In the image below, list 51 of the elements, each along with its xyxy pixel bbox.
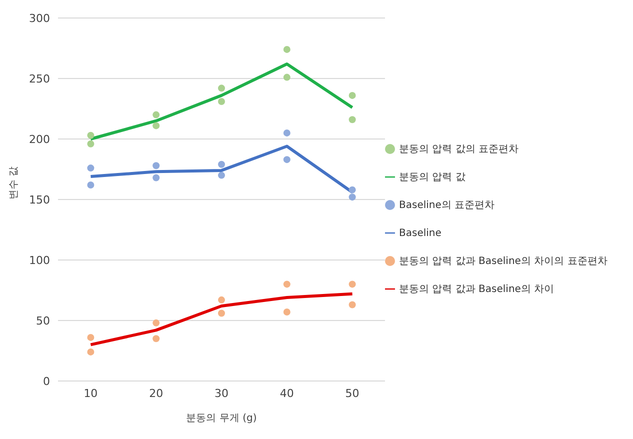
y-tick-label: 50 [36, 314, 50, 328]
point [87, 181, 94, 188]
legend-label: 분동의 압력 값과 Baseline의 차이 [399, 284, 554, 294]
point [152, 162, 160, 170]
point [218, 160, 225, 168]
point [348, 116, 356, 124]
point [87, 334, 94, 341]
point [218, 98, 225, 105]
y-axis-title: 변수 값 [8, 166, 20, 200]
point [348, 186, 356, 194]
point [218, 296, 225, 304]
point [283, 308, 290, 316]
point [87, 348, 94, 356]
x-tick-label: 40 [280, 386, 294, 400]
point [283, 46, 290, 53]
y-tick-label: 200 [29, 132, 50, 146]
x-tick-label: 30 [214, 386, 228, 400]
y-tick-label: 100 [29, 254, 50, 267]
point [87, 132, 94, 139]
x-tick-label: 50 [345, 386, 360, 400]
point [87, 164, 94, 172]
x-axis-title: 분동의 무게 (g) [186, 413, 257, 424]
point [152, 335, 160, 342]
point [283, 129, 290, 136]
point [152, 122, 160, 130]
point [348, 301, 356, 308]
point [152, 111, 160, 118]
point [283, 74, 290, 81]
x-tick-label: 10 [84, 386, 98, 400]
y-tick-label: 250 [29, 72, 50, 86]
line-series [89, 292, 354, 346]
legend-label: 분동의 압력 값 [399, 172, 466, 182]
x-tick-label: 20 [149, 386, 164, 400]
y-tick-label: 150 [29, 193, 50, 206]
point [348, 280, 356, 288]
legend-label: Baseline [399, 228, 442, 238]
point [87, 140, 94, 148]
point [218, 84, 225, 92]
point [348, 194, 356, 201]
point [218, 172, 225, 179]
point [348, 92, 356, 99]
point [218, 310, 225, 317]
legend-label: 분동의 압력 값과 Baseline의 차이의 표준편차 [399, 256, 608, 266]
point [152, 174, 160, 182]
legend-label: 분동의 압력 값의 표준편차 [399, 144, 519, 154]
legend-label: Baseline의 표준편차 [399, 200, 495, 210]
point [283, 280, 290, 288]
point [152, 319, 160, 326]
y-tick-label: 300 [29, 12, 50, 25]
point [283, 156, 290, 164]
y-tick-label: 0 [43, 374, 50, 388]
